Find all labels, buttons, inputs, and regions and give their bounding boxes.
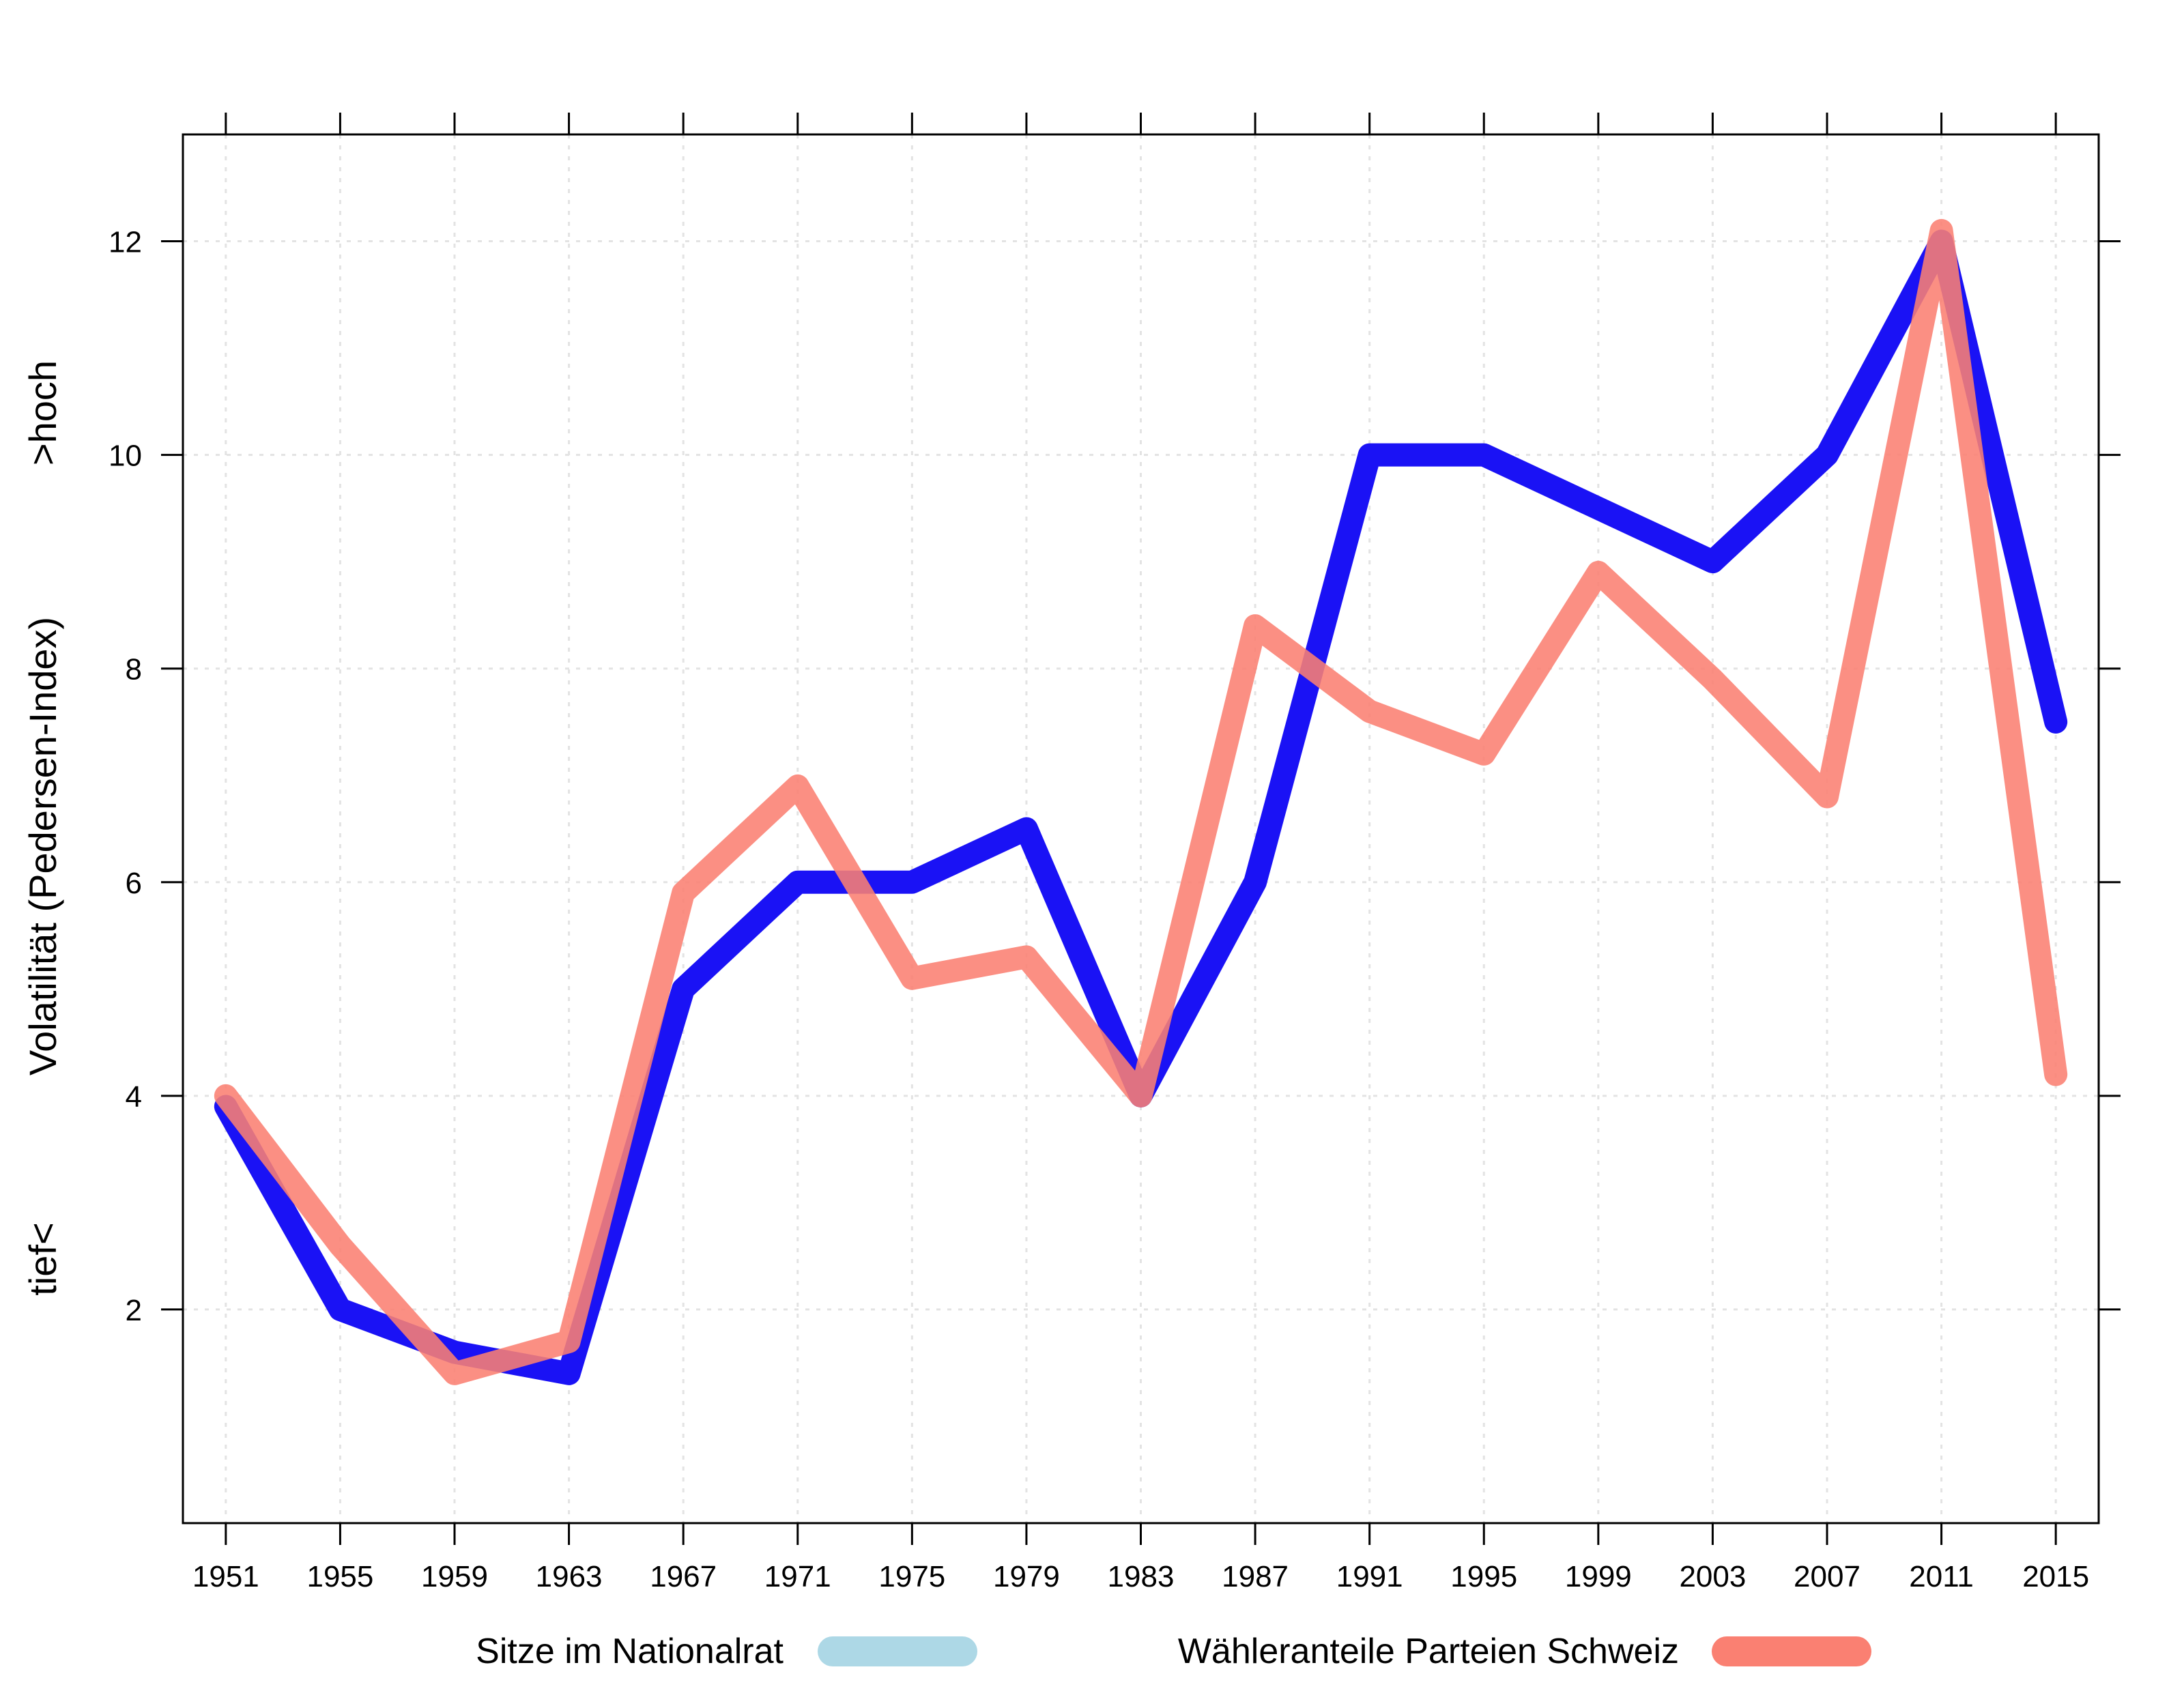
x-tick-label: 1967: [650, 1560, 717, 1593]
series-line-2: [214, 218, 2068, 1385]
x-tick-label: 1955: [306, 1560, 373, 1593]
x-tick-label: 1999: [1565, 1560, 1632, 1593]
y-axis-title-low: tief<: [21, 1222, 64, 1295]
legend: Sitze im Nationalrat Wähleranteile Partei…: [476, 1632, 1871, 1671]
x-tick-label: 1987: [1222, 1560, 1289, 1593]
x-tick-label: 1963: [536, 1560, 603, 1593]
x-tick-labels: 1951 1955 1959 1963 1967 1971 1975 1979 1983 1987…: [192, 1560, 2089, 1593]
y-tick-label: 10: [109, 439, 142, 473]
x-tick-label: 1959: [421, 1560, 488, 1593]
x-tick-label: 1971: [764, 1560, 831, 1593]
y-tick-labels: 2 4 6 8 10 12: [109, 226, 142, 1327]
x-tick-label: 2011: [1909, 1560, 1974, 1593]
x-tick-label: 2003: [1679, 1560, 1746, 1593]
x-tick-label: 2007: [1794, 1560, 1860, 1593]
y-tick-label: 6: [126, 867, 142, 900]
x-tick-label: 1991: [1336, 1560, 1403, 1593]
x-tick-label: 1983: [1108, 1560, 1175, 1593]
x-tick-label: 2015: [2022, 1560, 2089, 1593]
y-tick-label: 2: [126, 1294, 142, 1327]
y-axis-title: Volatilität (Pedersen-Index): [21, 617, 64, 1075]
y-tick-label: 4: [126, 1080, 142, 1114]
legend-label: Wähleranteile Parteien Schweiz: [1178, 1632, 1679, 1671]
ticks: [161, 113, 2121, 1545]
y-tick-label: 8: [126, 653, 142, 686]
series-layer: [214, 218, 2068, 1385]
grid: [183, 134, 2099, 1523]
x-tick-label: 1975: [878, 1560, 945, 1593]
x-tick-label: 1951: [192, 1560, 259, 1593]
y-axis-title-high: >hoch: [21, 360, 64, 465]
x-tick-label: 1979: [993, 1560, 1060, 1593]
y-axis-title-group: tief< Volatilität (Pedersen-Index) >hoch: [21, 360, 64, 1296]
y-tick-label: 12: [109, 226, 142, 259]
x-tick-label: 1995: [1450, 1560, 1517, 1593]
legend-label: Sitze im Nationalrat: [476, 1632, 784, 1671]
